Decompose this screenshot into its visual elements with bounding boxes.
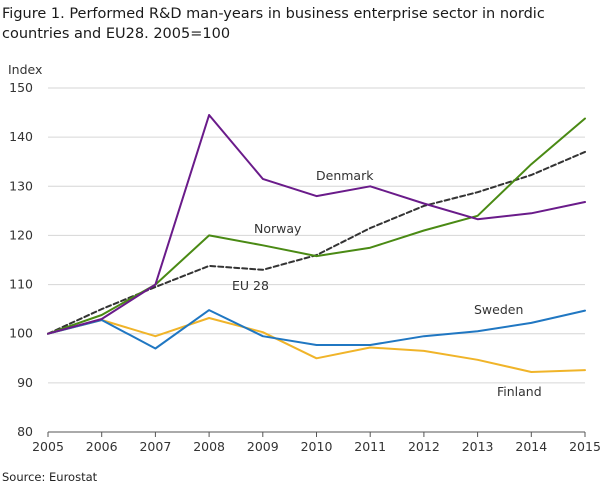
y-tick-label: 120: [9, 227, 33, 242]
series-label-finland: Finland: [497, 384, 542, 399]
y-axis-label: Index: [8, 62, 42, 77]
series-label-denmark: Denmark: [316, 168, 374, 183]
x-tick-labels: 2005 2006 2007 2008 2009 2010 2011 2012 2013 2014…: [32, 439, 601, 454]
x-tick-label: 2012: [408, 439, 440, 454]
x-tick-label: 2007: [139, 439, 171, 454]
y-tick-label: 140: [9, 129, 33, 144]
grid-lines: [47, 87, 586, 437]
series-labels: Denmark Norway EU 28 Sweden Finland: [232, 168, 542, 399]
series-label-norway: Norway: [254, 221, 302, 236]
chart-title: Figure 1. Performed R&D man-years in bus…: [2, 6, 545, 42]
y-tick-label: 150: [9, 80, 33, 95]
x-tick-label: 2009: [247, 439, 279, 454]
x-tick-label: 2005: [32, 439, 64, 454]
y-tick-label: 90: [17, 375, 33, 390]
x-tick-label: 2015: [569, 439, 601, 454]
y-tick-label: 100: [9, 326, 33, 341]
x-tick-label: 2008: [193, 439, 225, 454]
x-tick-label: 2010: [301, 439, 333, 454]
source-note: Source: Eurostat: [2, 470, 98, 484]
x-tick-label: 2013: [462, 439, 494, 454]
series-line-finland: [47, 317, 586, 373]
series-line-sweden: [47, 309, 586, 350]
series-label-sweden: Sweden: [474, 302, 523, 317]
x-tick-label: 2006: [86, 439, 118, 454]
y-tick-label: 80: [17, 424, 33, 439]
series-lines: [47, 114, 586, 373]
series-line-norway: [47, 117, 586, 335]
x-tick-label: 2011: [354, 439, 386, 454]
y-tick-labels: 80 90 100 110 120 130 140 150: [9, 80, 33, 439]
series-line-denmark: [47, 114, 586, 335]
x-tick-label: 2014: [515, 439, 547, 454]
series-label-eu-28: EU 28: [232, 278, 269, 293]
y-tick-label: 130: [9, 178, 33, 193]
y-tick-label: 110: [9, 277, 33, 292]
